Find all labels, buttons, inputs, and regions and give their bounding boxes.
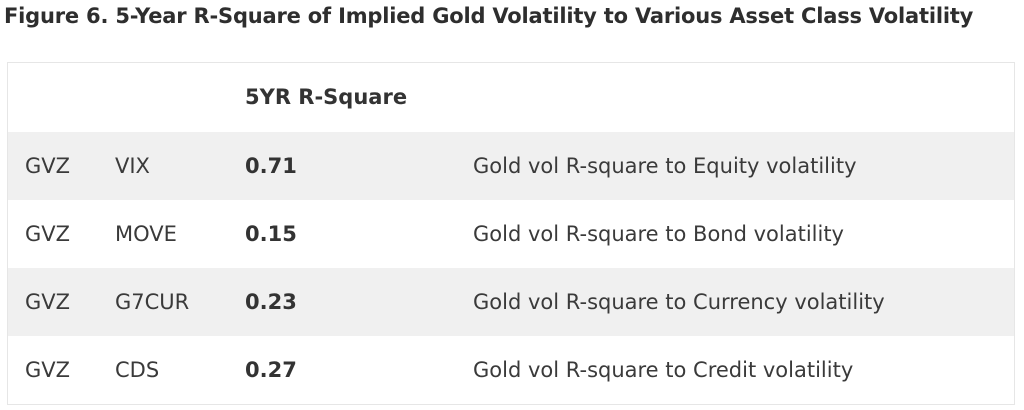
cell-description: Gold vol R-square to Equity volatility xyxy=(473,154,857,178)
figure-title: Figure 6. 5-Year R-Square of Implied Gol… xyxy=(4,4,974,28)
cell-description: Gold vol R-square to Currency volatility xyxy=(473,290,885,314)
cell-r-square: 0.71 xyxy=(245,154,297,178)
table-row: GVZ G7CUR 0.23 Gold vol R-square to Curr… xyxy=(8,268,1014,336)
cell-asset: CDS xyxy=(115,358,160,382)
table-header-row: 5YR R-Square xyxy=(8,63,1014,132)
table-row: GVZ VIX 0.71 Gold vol R-square to Equity… xyxy=(8,132,1014,200)
header-r-square: 5YR R-Square xyxy=(245,85,408,109)
table-row: GVZ MOVE 0.15 Gold vol R-square to Bond … xyxy=(8,200,1014,268)
cell-base: GVZ xyxy=(25,222,71,246)
cell-asset: VIX xyxy=(115,154,150,178)
cell-base: GVZ xyxy=(25,358,71,382)
cell-description: Gold vol R-square to Credit volatility xyxy=(473,358,854,382)
cell-base: GVZ xyxy=(25,154,71,178)
r-square-table: 5YR R-Square GVZ VIX 0.71 Gold vol R-squ… xyxy=(7,62,1015,405)
cell-asset: MOVE xyxy=(115,222,177,246)
cell-r-square: 0.23 xyxy=(245,290,297,314)
cell-description: Gold vol R-square to Bond volatility xyxy=(473,222,844,246)
cell-base: GVZ xyxy=(25,290,71,314)
cell-r-square: 0.15 xyxy=(245,222,297,246)
cell-asset: G7CUR xyxy=(115,290,190,314)
cell-r-square: 0.27 xyxy=(245,358,297,382)
table-row: GVZ CDS 0.27 Gold vol R-square to Credit… xyxy=(8,336,1014,404)
